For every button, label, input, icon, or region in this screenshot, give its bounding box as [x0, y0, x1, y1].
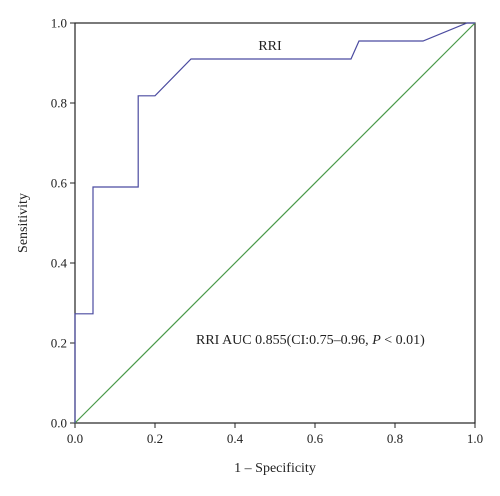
y-axis-title: Sensitivity [16, 193, 31, 253]
series-group [74, 22, 476, 424]
x-tick-label: 0.8 [387, 431, 403, 446]
y-tick-label: 0.2 [51, 336, 67, 351]
auc-p: P [371, 333, 381, 348]
auc-suffix: < 0.01) [381, 333, 425, 348]
x-axis-title: 1 – Specificity [234, 461, 316, 476]
x-tick-label: 0.4 [227, 431, 244, 446]
auc-annotation: RRI AUC 0.855(CI:0.75–0.96, P < 0.01) [196, 333, 425, 348]
x-tick-label: 0.0 [67, 431, 83, 446]
axis-ticks: 0.0 0.2 0.4 0.6 0.8 1.0 0.0 0.2 0.4 0.6 0.8 1.0 [51, 16, 483, 447]
roc-curve-rri [74, 22, 475, 423]
reference-diagonal-line [74, 22, 476, 424]
y-tick-label: 0.0 [51, 416, 67, 431]
plot-frame [74, 22, 476, 424]
auc-prefix: RRI AUC 0.855(CI:0.75–0.96, [196, 333, 372, 348]
y-tick-label: 0.4 [51, 256, 68, 271]
y-tick-label: 0.6 [51, 176, 68, 191]
y-tick-label: 0.8 [51, 96, 67, 111]
x-tick-label: 1.0 [467, 431, 483, 446]
x-tick-label: 0.6 [307, 431, 324, 446]
x-tick-label: 0.2 [147, 431, 163, 446]
series-label-rri: RRI [258, 39, 282, 54]
y-tick-label: 1.0 [51, 16, 67, 31]
